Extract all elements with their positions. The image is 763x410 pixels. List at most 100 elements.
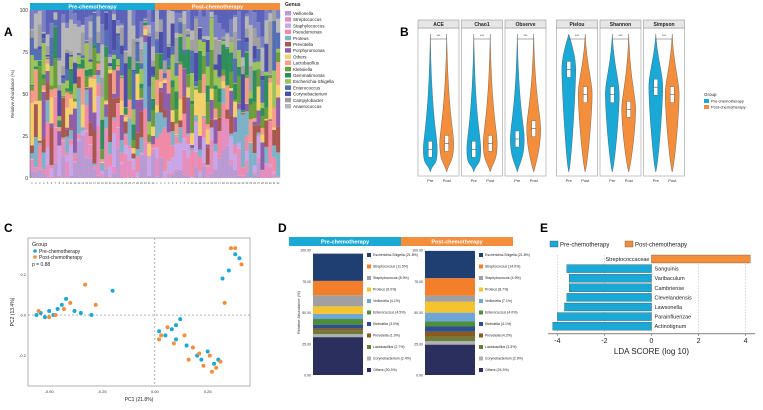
x-tick-label: 1 xyxy=(156,181,158,185)
legend-swatch xyxy=(367,299,371,303)
bar-segment xyxy=(50,86,54,90)
bar-segment xyxy=(178,34,182,37)
bar-segment xyxy=(108,10,112,55)
bar-segment xyxy=(182,69,186,97)
bar-segment xyxy=(159,112,163,133)
bar-segment xyxy=(313,281,363,295)
legend-swatch-post xyxy=(625,241,633,247)
bar-segment xyxy=(182,138,186,150)
bar-segment xyxy=(34,49,38,60)
bar-segment xyxy=(233,84,237,100)
bar-segment xyxy=(116,97,120,103)
bar-segment xyxy=(198,171,202,177)
bar-segment xyxy=(42,85,46,89)
scatter-point xyxy=(62,307,66,311)
bar-segment xyxy=(155,54,159,80)
bar-segment xyxy=(108,57,112,63)
x-tick-label: -4 xyxy=(554,338,560,345)
scatter-point xyxy=(233,252,237,256)
bar-segment xyxy=(237,77,241,104)
sig-label: *** xyxy=(523,34,528,38)
bar-segment xyxy=(171,46,175,55)
bar-segment xyxy=(313,325,363,329)
scatter-point xyxy=(199,358,203,362)
bar-segment xyxy=(151,46,155,60)
bar-segment xyxy=(112,70,116,92)
legend-swatch xyxy=(285,36,291,41)
bar-segment xyxy=(178,62,182,65)
bar-segment xyxy=(112,59,116,70)
bar-segment xyxy=(89,59,93,61)
bar-segment xyxy=(46,10,50,34)
bar-segment xyxy=(139,88,143,98)
bar-segment xyxy=(93,164,97,166)
bar-segment xyxy=(124,50,128,51)
bar-segment xyxy=(194,53,198,81)
bar-segment xyxy=(34,10,38,13)
bar-segment xyxy=(139,99,143,111)
bar-segment xyxy=(214,85,218,89)
bar-segment xyxy=(100,171,104,174)
bar-segment xyxy=(210,18,214,50)
panel-label-c: C xyxy=(4,221,13,235)
bar-segment xyxy=(30,160,34,171)
bar-segment xyxy=(178,13,182,18)
bar-segment xyxy=(143,108,147,141)
bar-segment xyxy=(81,32,85,55)
bar-segment xyxy=(89,136,93,144)
bar-segment xyxy=(96,16,100,32)
bar-segment xyxy=(108,66,112,69)
legend-label: Corynebacterium (2.9%) xyxy=(485,357,523,361)
bar-segment xyxy=(38,168,42,170)
bar-segment xyxy=(257,49,261,62)
bar-segment xyxy=(313,254,363,281)
bar-segment xyxy=(65,49,69,53)
bar-segment xyxy=(151,77,155,99)
scatter-point xyxy=(178,317,182,321)
bar-segment xyxy=(171,55,175,80)
sig-label: *** xyxy=(662,34,667,38)
bar-segment xyxy=(229,38,233,41)
bar-segment xyxy=(257,38,261,49)
legend-label: Veillonella (7.1%) xyxy=(485,299,512,303)
legend-label: Pre-chemotherapy xyxy=(711,99,744,104)
x-tick-label: Pre xyxy=(471,178,478,183)
bar-segment xyxy=(163,109,167,117)
bar-segment xyxy=(124,122,128,134)
bar-segment xyxy=(186,98,190,134)
bar-segment xyxy=(221,150,225,178)
bar-segment xyxy=(65,23,69,29)
bar-segment xyxy=(104,130,108,168)
bar-segment xyxy=(93,48,97,75)
bar-segment xyxy=(229,137,233,160)
scatter-point xyxy=(170,327,174,331)
bar-segment xyxy=(38,66,42,100)
bar-segment xyxy=(257,10,261,22)
bar-segment xyxy=(57,116,61,120)
bar-segment xyxy=(163,128,167,172)
bar-segment xyxy=(89,77,93,78)
bar-segment xyxy=(38,61,42,66)
bar-segment xyxy=(143,42,147,108)
bar-segment xyxy=(147,121,151,134)
bar-segment xyxy=(73,108,77,152)
bar-segment xyxy=(81,131,85,132)
bar-segment xyxy=(249,10,253,25)
bar-segment xyxy=(112,20,116,50)
bar-segment xyxy=(61,78,65,83)
bar-segment xyxy=(155,158,159,176)
bar-segment xyxy=(73,62,77,63)
bar-segment xyxy=(182,24,186,50)
bar-segment xyxy=(124,154,128,178)
bar-segment xyxy=(268,11,272,14)
bar-segment xyxy=(221,81,225,88)
legend-swatch xyxy=(367,334,371,338)
bar-segment xyxy=(96,70,100,75)
bar-segment xyxy=(257,162,261,178)
bar-segment xyxy=(214,64,218,69)
bar-segment xyxy=(190,40,194,51)
bar-segment xyxy=(190,145,194,148)
bar-segment xyxy=(46,34,50,35)
bar-segment xyxy=(61,75,65,78)
bar-segment xyxy=(268,121,272,164)
